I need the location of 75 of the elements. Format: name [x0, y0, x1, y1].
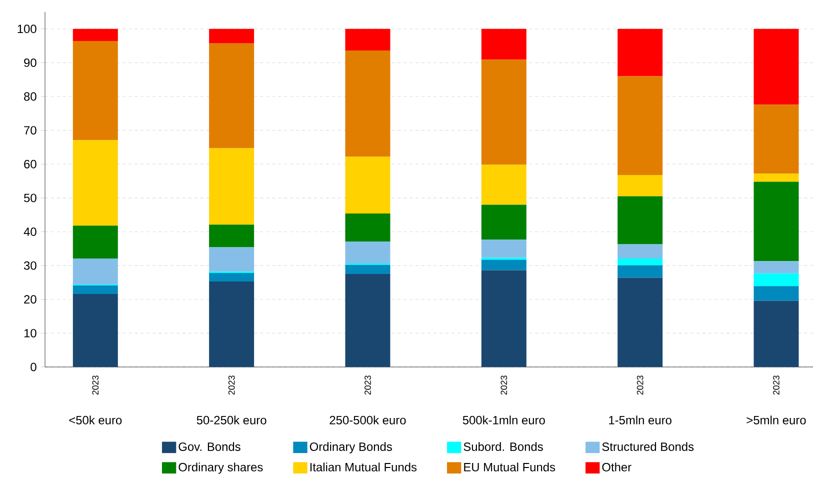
x-tick-label: 2023 [92, 376, 99, 395]
x-tick-label: 2023 [500, 376, 508, 395]
bar [481, 270, 526, 367]
bar [72, 140, 118, 226]
y-tick-label: 100 [18, 24, 36, 34]
legend-label: Ordinary Bonds [310, 442, 392, 454]
x-tick-label: 2023 [636, 376, 644, 395]
legend-label: Italian Mutual Funds [310, 462, 417, 472]
bar [72, 41, 118, 140]
legend-label: Ordinary shares [178, 462, 263, 474]
legend-label: Other [602, 462, 632, 472]
bar [345, 28, 390, 51]
bar [345, 242, 390, 264]
bar [345, 264, 390, 274]
y-tick-label: 30 [24, 261, 36, 270]
y-tick-label: 80 [24, 92, 36, 101]
bar [345, 213, 390, 242]
bar [209, 247, 254, 272]
bar [754, 286, 799, 301]
bar [209, 281, 254, 367]
bar [72, 258, 118, 284]
bar [481, 164, 526, 205]
bar [618, 278, 663, 367]
bar [209, 148, 254, 225]
bar [72, 286, 118, 294]
bar [754, 182, 799, 262]
bar [618, 28, 663, 76]
bar [72, 226, 118, 258]
bar [481, 28, 526, 60]
bar [618, 244, 663, 258]
legend-label: Subord. Bonds [464, 442, 543, 451]
text: 1-5mln euro [609, 416, 672, 424]
bar [618, 76, 663, 175]
y-tick-label: 10 [24, 328, 36, 338]
bar [345, 156, 390, 214]
bar [209, 224, 254, 248]
bar [618, 258, 663, 266]
y-tick-label: 50 [24, 194, 36, 202]
bar [345, 274, 390, 367]
bar [481, 60, 526, 165]
text: <50k euro [69, 416, 122, 424]
bar [72, 28, 118, 42]
x-tick-label: 2023 [364, 376, 371, 395]
y-tick-label: 0 [30, 362, 36, 372]
bar [618, 265, 663, 278]
bar [481, 260, 526, 270]
bar [72, 294, 118, 367]
y-tick-label: 60 [24, 160, 36, 168]
y-tick-label: 90 [24, 58, 36, 67]
bar [345, 50, 390, 157]
bar [754, 28, 799, 105]
bar [481, 240, 526, 258]
text: 500k-1mln euro [462, 416, 545, 424]
y-tick-label: 20 [24, 295, 36, 304]
x-tick-label: 2023 [228, 376, 235, 395]
bar [754, 261, 799, 274]
bar [754, 300, 799, 367]
legend-label: EU Mutual Funds [464, 462, 556, 472]
y-tick-label: 40 [24, 228, 36, 236]
bar [754, 174, 799, 182]
legend-label: Gov. Bonds [178, 442, 240, 451]
bar [209, 43, 254, 148]
bar [754, 104, 799, 174]
bar [618, 174, 663, 196]
bar [754, 273, 799, 286]
bar [209, 272, 254, 282]
text: 250-500k euro [330, 416, 406, 424]
text: 50-250k euro [196, 416, 266, 424]
legend-label: Structured Bonds [602, 442, 694, 451]
bar [618, 196, 663, 244]
bar [481, 204, 526, 240]
text: >5mln euro [746, 416, 806, 424]
x-tick-label: 2023 [773, 376, 780, 395]
y-tick-label: 70 [24, 126, 36, 135]
bar [209, 28, 254, 44]
